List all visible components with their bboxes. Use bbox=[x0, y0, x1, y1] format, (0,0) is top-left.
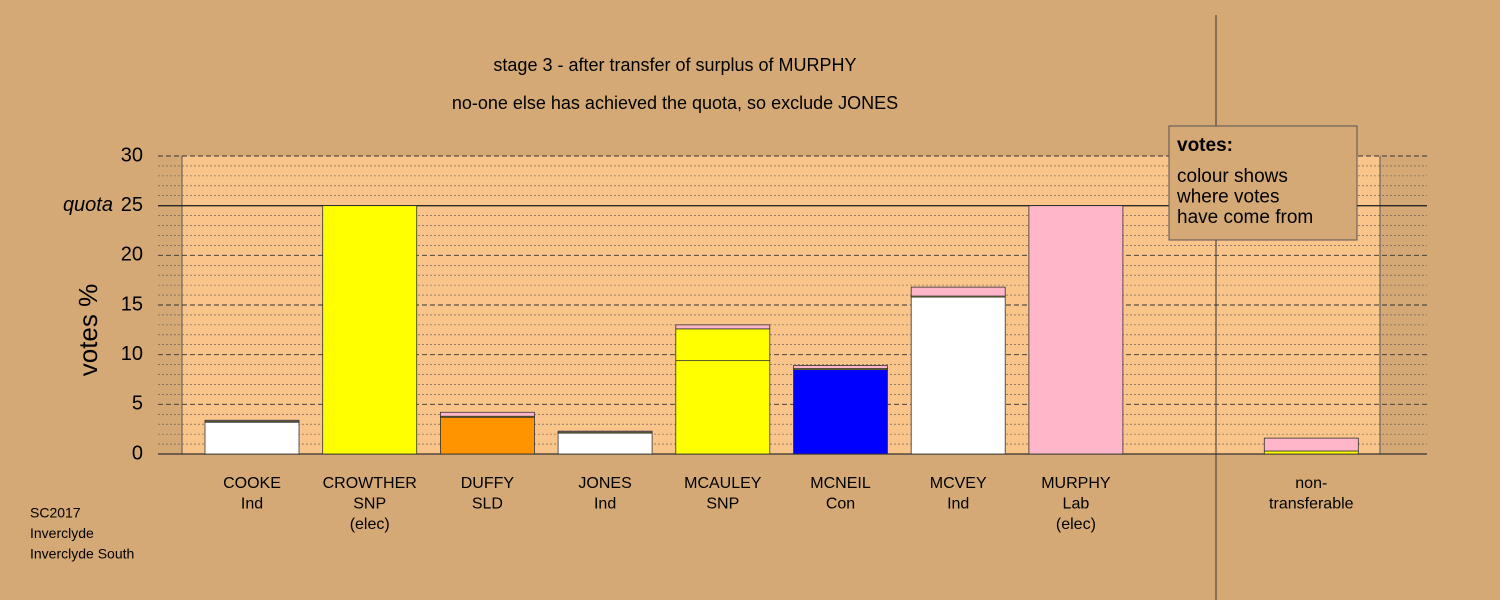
x-tick-label: JONES bbox=[578, 475, 631, 492]
footer-text: Inverclyde bbox=[30, 525, 94, 541]
x-tick-label: non- bbox=[1295, 475, 1327, 492]
y-tick-label: 5 bbox=[132, 393, 143, 415]
bar-segment bbox=[910, 296, 1006, 455]
chart-title: no-one else has achieved the quota, so e… bbox=[452, 93, 898, 113]
legend-text: have come from bbox=[1177, 207, 1313, 228]
y-axis-label: votes % bbox=[73, 284, 103, 377]
bar-segment bbox=[910, 286, 1006, 297]
x-tick-label: SLD bbox=[472, 496, 503, 513]
quota-label: quota bbox=[63, 194, 113, 216]
x-tick-label: (elec) bbox=[1056, 516, 1096, 533]
footer-text: SC2017 bbox=[30, 505, 81, 521]
x-tick-label: DUFFY bbox=[461, 475, 515, 492]
x-tick-label: MCAULEY bbox=[684, 475, 762, 492]
bar-segment bbox=[439, 411, 535, 417]
bar-segment bbox=[557, 430, 653, 433]
legend-text: where votes bbox=[1176, 187, 1279, 208]
bar-segment bbox=[439, 416, 535, 455]
x-tick-label: Lab bbox=[1063, 496, 1090, 513]
bar-segment bbox=[1263, 450, 1359, 455]
x-tick-label: CROWTHER bbox=[323, 475, 417, 492]
x-tick-label: SNP bbox=[706, 496, 739, 513]
y-tick-label: 15 bbox=[121, 293, 143, 315]
y-tick-label: 10 bbox=[121, 343, 143, 365]
bar-segment bbox=[204, 419, 300, 422]
chart-title: stage 3 - after transfer of surplus of M… bbox=[493, 55, 856, 75]
x-tick-label: transferable bbox=[1269, 496, 1354, 513]
bar-segment bbox=[322, 205, 418, 455]
x-tick-label: SNP bbox=[353, 496, 386, 513]
bar-segment bbox=[675, 328, 771, 362]
legend-title: votes: bbox=[1177, 135, 1233, 156]
y-tick-label: 20 bbox=[121, 244, 143, 266]
x-tick-label: Ind bbox=[241, 496, 263, 513]
bar-segment bbox=[675, 324, 771, 330]
x-tick-label: Ind bbox=[594, 496, 616, 513]
bar-segment bbox=[1263, 437, 1359, 452]
y-tick-label: 0 bbox=[132, 442, 143, 464]
bar-segment bbox=[557, 432, 653, 455]
bar-segment bbox=[793, 369, 888, 455]
legend-box bbox=[1168, 125, 1358, 241]
bar-segment bbox=[1028, 205, 1124, 455]
legend-text: colour shows bbox=[1177, 166, 1288, 187]
y-tick-label: 25 bbox=[121, 194, 143, 216]
x-tick-label: MURPHY bbox=[1041, 475, 1111, 492]
bar-segment bbox=[204, 421, 300, 455]
x-tick-label: MCVEY bbox=[930, 475, 987, 492]
bar-segment bbox=[675, 360, 771, 455]
footer-text: Inverclyde South bbox=[30, 546, 134, 562]
x-tick-label: (elec) bbox=[350, 516, 390, 533]
x-tick-label: COOKE bbox=[223, 475, 281, 492]
bar-segment bbox=[793, 365, 888, 369]
x-tick-label: Ind bbox=[947, 496, 969, 513]
x-tick-label: Con bbox=[826, 496, 855, 513]
x-tick-label: MCNEIL bbox=[810, 475, 871, 492]
y-tick-label: 30 bbox=[121, 144, 143, 166]
